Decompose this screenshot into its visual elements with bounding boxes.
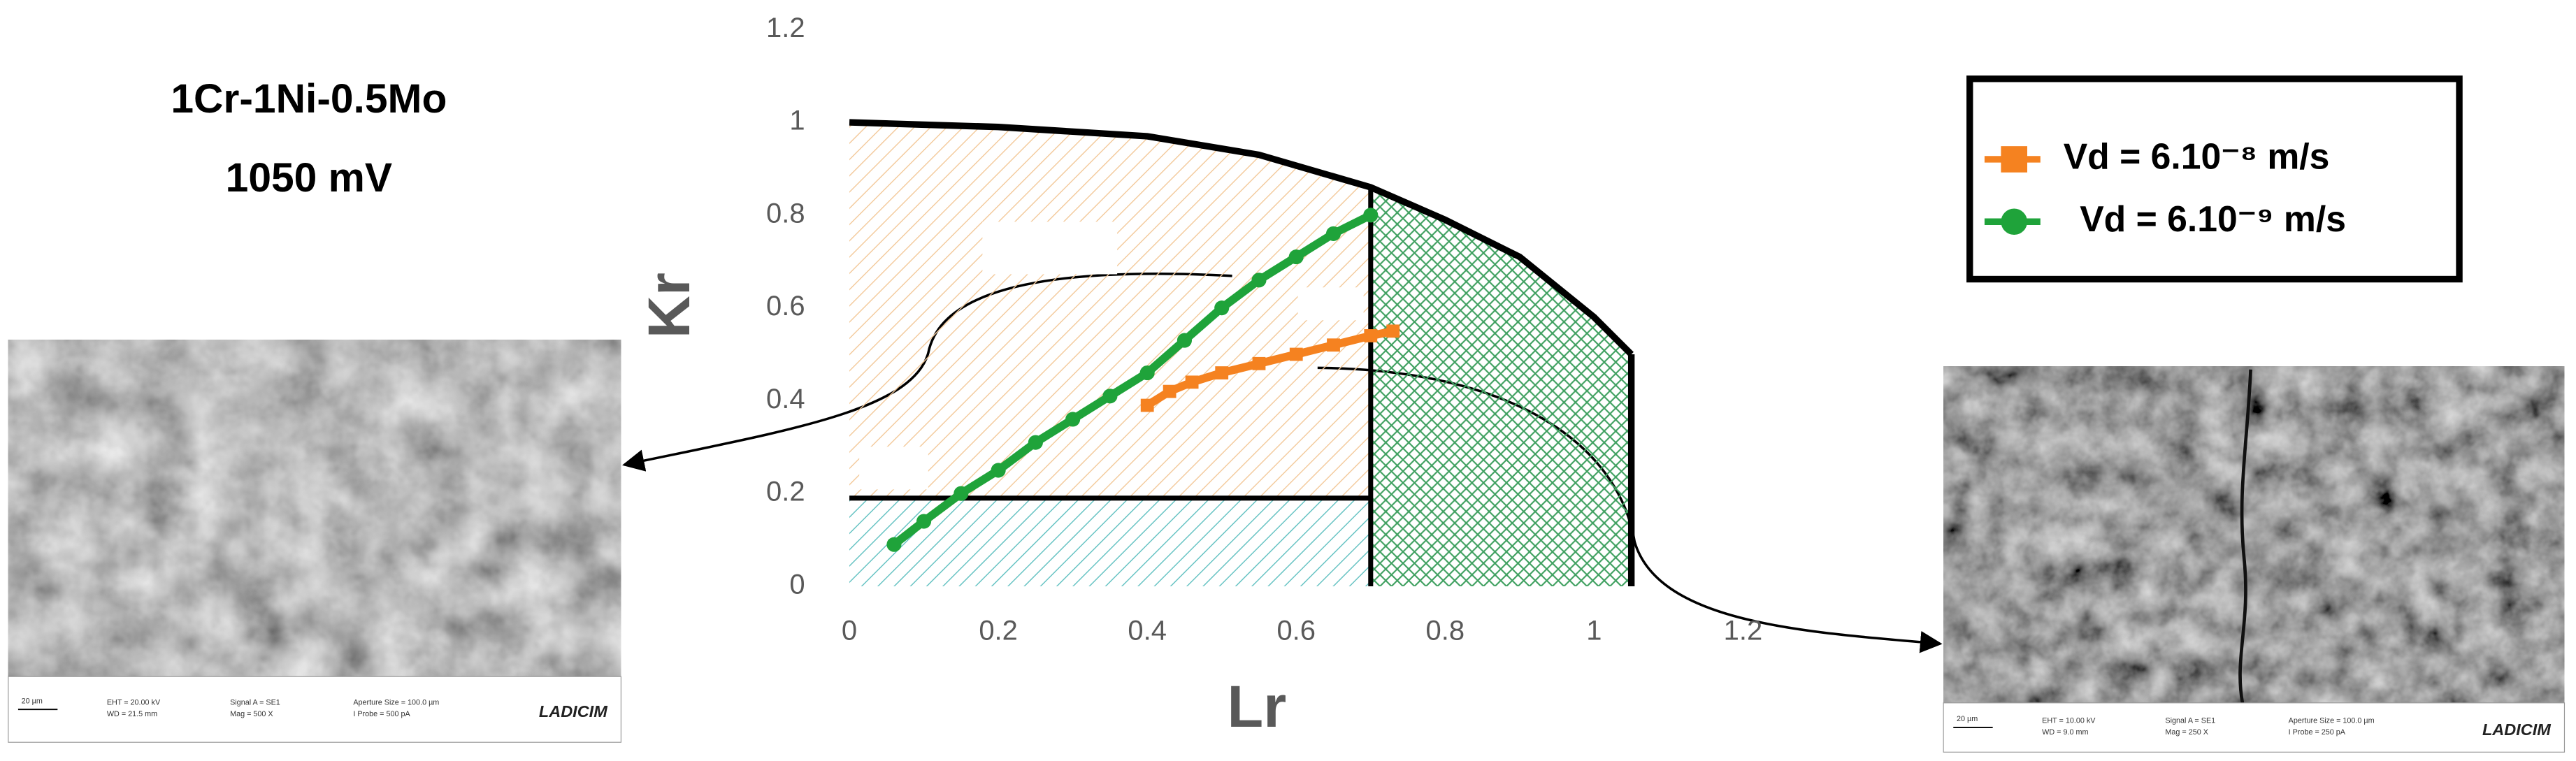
legend-entry: Vd = 6.10⁻⁸ m/s [2064, 136, 2330, 177]
data-point [1288, 249, 1304, 265]
data-point [1386, 324, 1400, 338]
x-tick-label: 0.6 [1276, 615, 1316, 646]
x-tick-label: 1.2 [1724, 615, 1763, 646]
region-orange [849, 122, 1371, 498]
sem-info: I Probe = 500 pA [353, 710, 410, 718]
data-point [1177, 333, 1193, 348]
x-tick-label: 0.8 [1426, 615, 1465, 646]
y-tick-label: 1 [789, 106, 805, 136]
micrograph-left [8, 340, 621, 743]
sem-info: Mag = 250 X [2165, 728, 2208, 737]
data-point [1327, 338, 1340, 352]
sem-image [1943, 366, 2565, 703]
data-point [1289, 347, 1303, 361]
sem-info: I Probe = 250 pA [2289, 728, 2346, 737]
data-point [954, 486, 969, 501]
region-green [1370, 187, 1632, 586]
sem-info: EHT = 10.00 kV [2042, 717, 2096, 725]
y-tick-label: 0.8 [766, 198, 805, 229]
x-axis-label: Lr [1228, 673, 1287, 739]
logo: LADICIM [2482, 720, 2551, 739]
sem-image [8, 340, 621, 677]
data-point [1364, 329, 1378, 342]
sem-info: EHT = 20.00 kV [107, 699, 161, 707]
logo: LADICIM [539, 702, 607, 720]
sem-info: Aperture Size = 100.0 µm [353, 699, 439, 707]
data-point [1214, 300, 1230, 316]
label-mask [982, 222, 1118, 275]
y-tick-label: 0.4 [766, 384, 805, 414]
data-point [886, 537, 902, 552]
title: 1Cr-1Ni-0.5Mo [171, 76, 447, 122]
x-tick-label: 0.2 [979, 615, 1018, 646]
data-point [1252, 356, 1266, 370]
x-tick-label: 0.4 [1128, 615, 1167, 646]
legend-box [1966, 75, 2463, 283]
legend-entry: Vd = 6.10⁻⁹ m/s [2080, 198, 2346, 239]
data-point [1139, 365, 1155, 381]
sem-info: Signal A = SE1 [2165, 717, 2215, 725]
data-point [1363, 208, 1379, 223]
y-tick-label: 0.2 [766, 477, 805, 507]
sem-info: WD = 21.5 mm [107, 710, 157, 718]
scale-bar-label: 20 µm [22, 697, 43, 705]
subtitle: 1050 mV [226, 155, 392, 201]
y-tick-label: 0 [789, 570, 805, 600]
legend-marker [2001, 208, 2028, 235]
sem-info: WD = 9.0 mm [2042, 728, 2088, 737]
x-tick-label: 0 [842, 615, 857, 646]
info-strip [1943, 702, 2566, 753]
sem-info: Aperture Size = 100.0 µm [2289, 717, 2375, 725]
y-tick-label: 1.2 [766, 13, 805, 43]
region-teal [849, 498, 1371, 586]
info-strip [8, 676, 621, 743]
data-point [1185, 375, 1199, 389]
data-point [991, 463, 1006, 478]
data-point [1065, 412, 1081, 427]
data-point [1251, 273, 1267, 288]
data-point [916, 514, 932, 529]
label-mask [859, 447, 928, 490]
sem-info: Mag = 500 X [230, 710, 273, 718]
x-tick-label: 1 [1586, 615, 1602, 646]
data-point [1102, 389, 1118, 404]
crack [2238, 369, 2252, 704]
micrograph-right [1943, 366, 2566, 753]
legend-marker [2001, 146, 2028, 173]
failure-curve [849, 119, 1634, 357]
data-point [1140, 398, 1154, 412]
data-point [1163, 384, 1177, 398]
sem-info: Signal A = SE1 [230, 699, 280, 707]
y-axis-label: Kr [635, 273, 702, 338]
data-point [1325, 226, 1341, 241]
data-point [1028, 435, 1043, 450]
scale-bar-label: 20 µm [1957, 715, 1978, 723]
data-point [1215, 366, 1229, 379]
label-mask [1297, 287, 1364, 321]
y-tick-label: 0.6 [766, 291, 805, 321]
